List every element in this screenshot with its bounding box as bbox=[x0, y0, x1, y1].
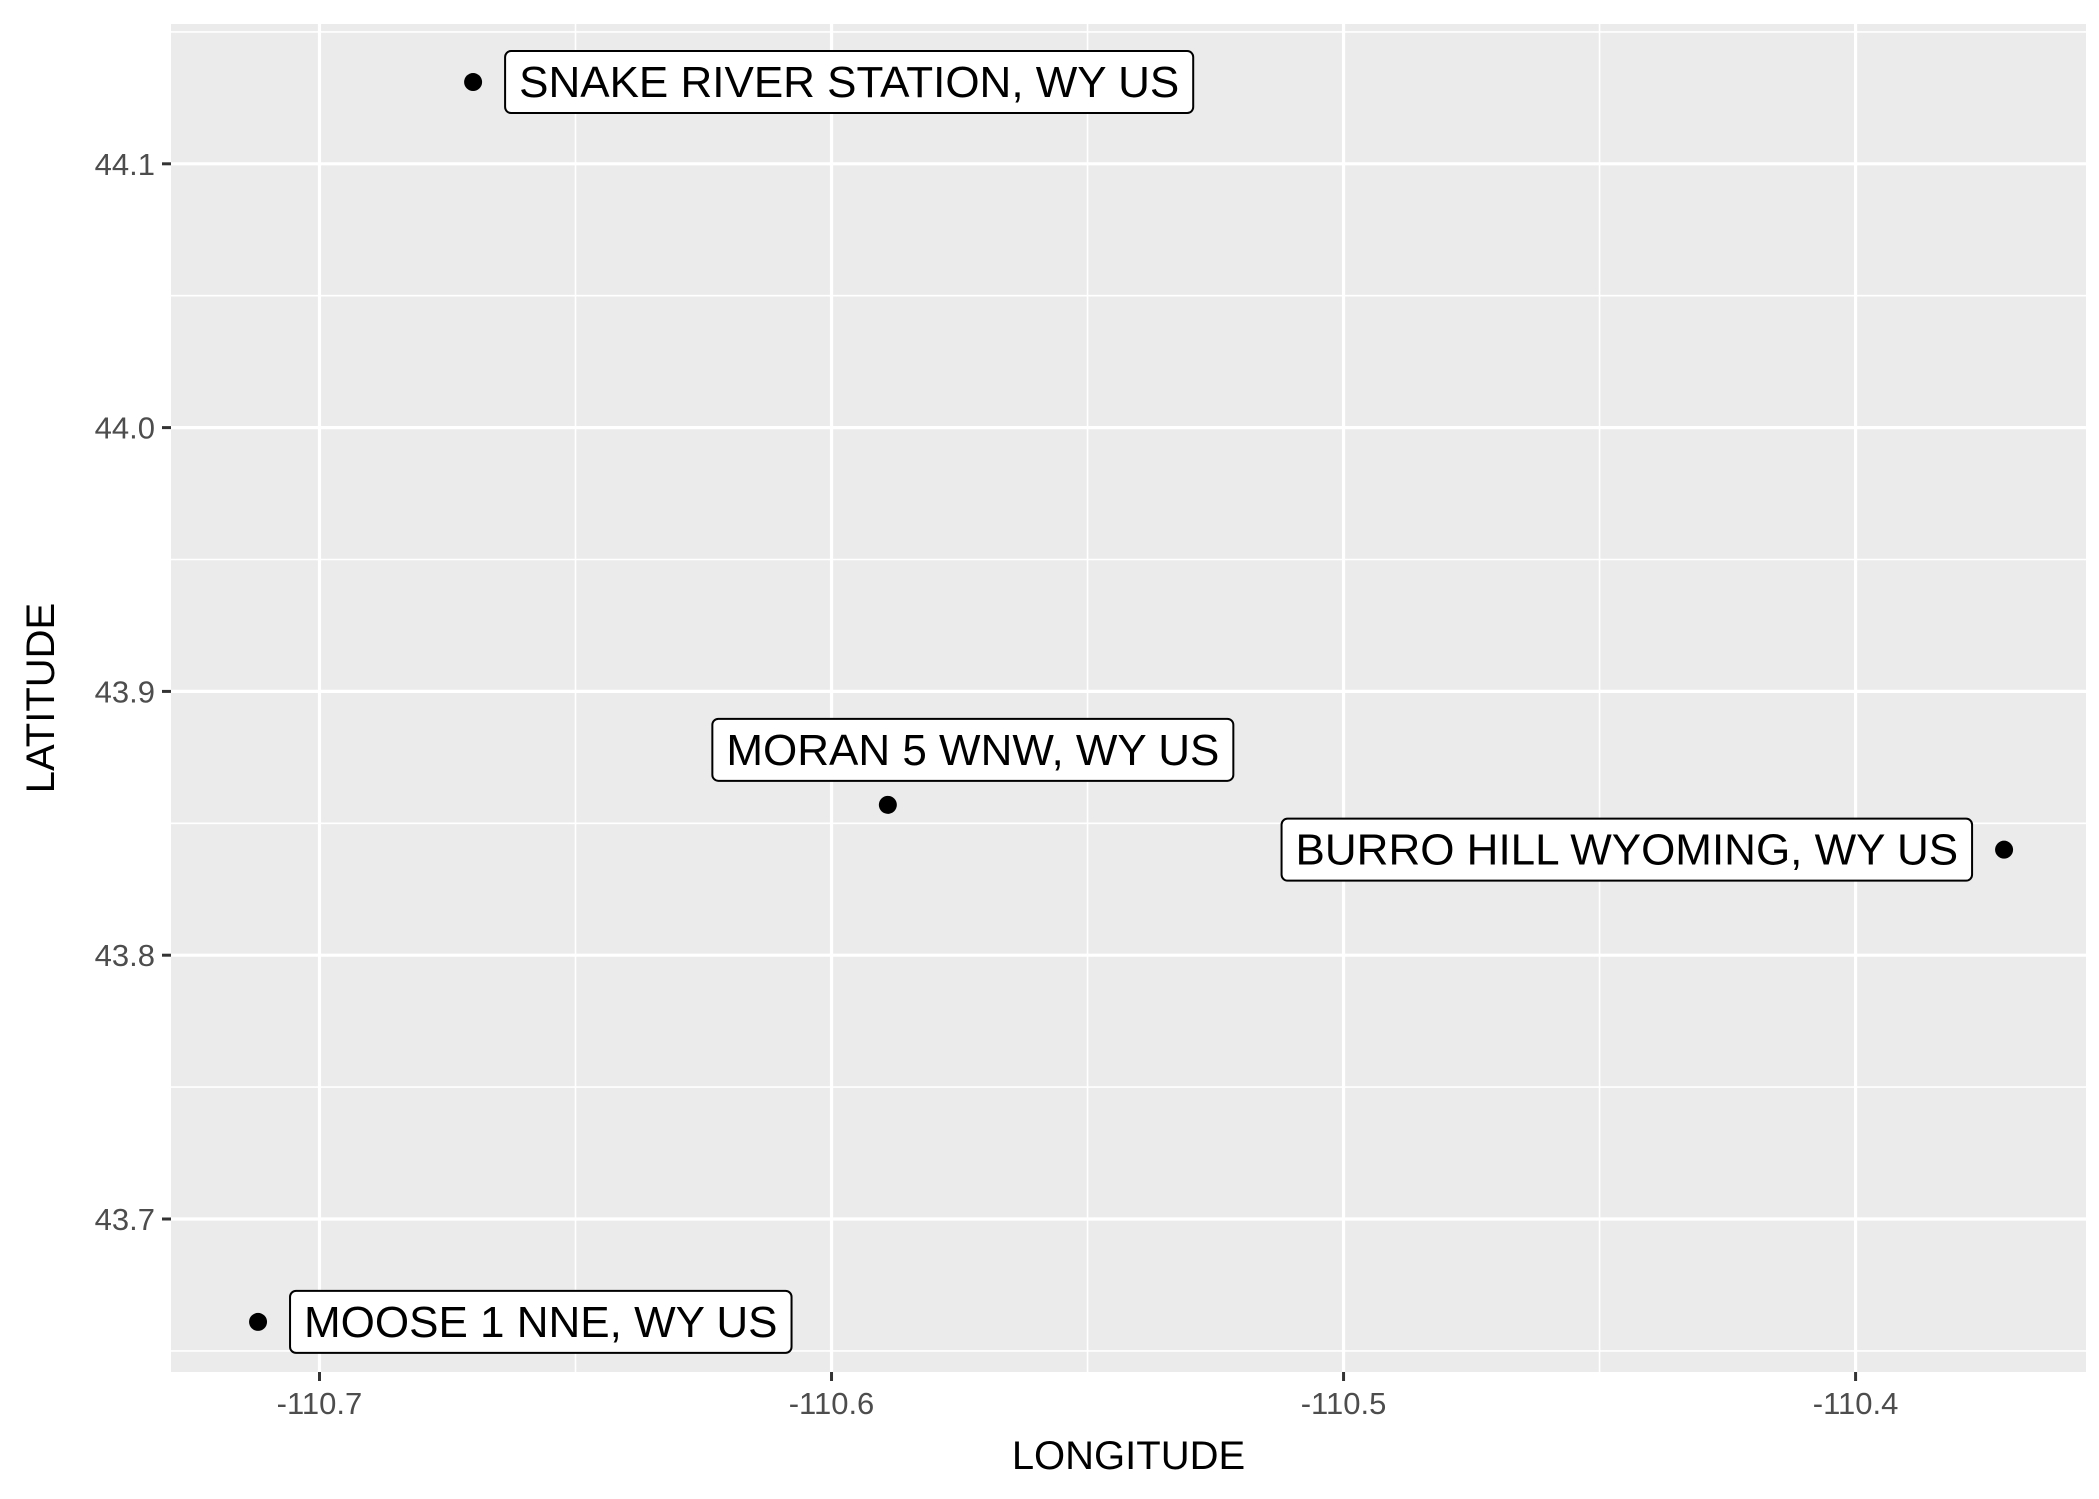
point-label: MORAN 5 WNW, WY US bbox=[711, 717, 1235, 782]
point-label: MOOSE 1 NNE, WY US bbox=[289, 1289, 793, 1354]
point-label: BURRO HILL WYOMING, WY US bbox=[1280, 817, 1974, 882]
x-tick-label: -110.5 bbox=[1301, 1386, 1387, 1421]
point-label-box bbox=[711, 717, 1235, 782]
y-tick-label: 44.1 bbox=[95, 147, 155, 182]
point-label-text: SNAKE RIVER STATION, WY US bbox=[519, 58, 1179, 107]
data-point bbox=[1995, 840, 2014, 859]
data-point bbox=[249, 1312, 268, 1331]
data-point bbox=[464, 73, 483, 92]
point-label-box bbox=[504, 50, 1195, 115]
x-tick-label: -110.6 bbox=[789, 1386, 875, 1421]
y-tick-label: 43.8 bbox=[95, 938, 155, 973]
x-axis: -110.7 -110.6 -110.5 -110.4 bbox=[277, 1372, 1899, 1421]
y-tick-label: 43.9 bbox=[95, 674, 155, 709]
data-points bbox=[249, 73, 2014, 1331]
point-labels: SNAKE RIVER STATION, WY US MORAN 5 WNW, W… bbox=[289, 50, 1974, 1354]
x-axis-title: LONGITUDE bbox=[1012, 1434, 1245, 1478]
data-point bbox=[878, 795, 897, 814]
y-axis-title: LATITUDE bbox=[19, 603, 63, 793]
x-tick-label: -110.4 bbox=[1813, 1386, 1899, 1421]
major-gridlines bbox=[171, 24, 2086, 1372]
y-axis: 43.7 43.8 43.9 44.0 44.1 bbox=[95, 147, 171, 1237]
point-label-text: BURRO HILL WYOMING, WY US bbox=[1296, 826, 1959, 875]
point-label-text: MOOSE 1 NNE, WY US bbox=[304, 1298, 777, 1347]
point-label: SNAKE RIVER STATION, WY US bbox=[504, 50, 1195, 115]
point-label-text: MORAN 5 WNW, WY US bbox=[726, 726, 1219, 775]
y-tick-label: 43.7 bbox=[95, 1202, 155, 1237]
point-label-box bbox=[1280, 817, 1974, 882]
x-tick-label: -110.7 bbox=[277, 1386, 363, 1421]
point-label-box bbox=[289, 1289, 793, 1354]
plot-panel bbox=[171, 24, 2086, 1372]
y-tick-label: 44.0 bbox=[95, 411, 155, 446]
